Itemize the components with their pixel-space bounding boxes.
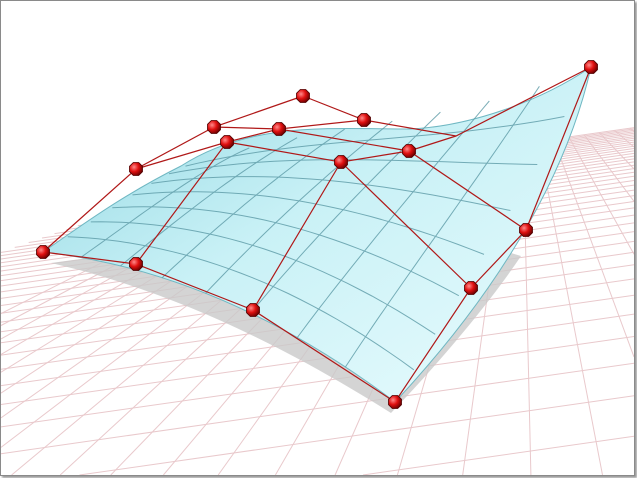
lattice-row [302,66,592,137]
control-point [36,245,50,259]
lattice-row [213,126,527,231]
floor-grid-line [79,395,634,475]
lattice-column [135,119,365,265]
control-point [402,144,416,158]
control-point [464,281,478,295]
floor-grid-line [553,138,634,358]
control-points [36,60,598,409]
control-point [519,223,533,237]
floor-grid-line [1,336,634,428]
isoparm-v [205,120,393,294]
control-point [334,155,348,169]
control-point [207,120,221,134]
lattice-row [135,141,472,289]
lattice-column [394,66,592,403]
control-point [220,135,234,149]
control-lattice [42,66,592,403]
control-point [129,162,143,176]
isoparm-u [151,176,511,211]
control-point [296,89,310,103]
isoparm-u [185,116,565,167]
control-point [584,60,598,74]
isoparm-v [296,100,490,338]
floor-grid-line [1,362,634,455]
lattice-column [252,135,457,311]
lattice-column [42,95,304,253]
control-point [129,257,143,271]
control-point [388,395,402,409]
control-point [357,113,371,127]
floor-grid-line [362,435,634,475]
isoparm-v [344,86,540,368]
control-point [246,303,260,317]
lattice-row [42,251,396,403]
control-point [272,122,286,136]
